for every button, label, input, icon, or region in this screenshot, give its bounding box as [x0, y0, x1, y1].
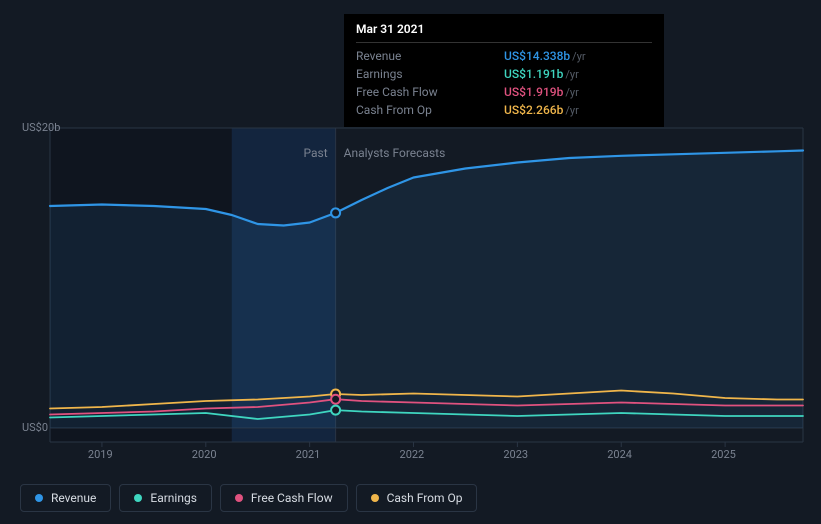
- tooltip-row-label: Revenue: [356, 47, 504, 65]
- y-axis-label: US$20b: [22, 121, 60, 134]
- x-axis-label: 2025: [711, 448, 736, 461]
- chart-legend: Revenue Earnings Free Cash Flow Cash From O…: [20, 484, 477, 512]
- legend-dot-icon: [134, 494, 142, 502]
- tooltip-date: Mar 31 2021: [356, 22, 652, 43]
- tooltip-row-value: US$1.919b/yr: [504, 83, 652, 101]
- legend-item-earnings[interactable]: Earnings: [119, 484, 212, 512]
- x-axis-label: 2024: [607, 448, 632, 461]
- tooltip-row-label: Earnings: [356, 65, 504, 83]
- region-label-forecast: Analysts Forecasts: [344, 146, 446, 160]
- x-axis-label: 2019: [88, 448, 113, 461]
- legend-item-cash_from_op[interactable]: Cash From Op: [356, 484, 478, 512]
- legend-dot-icon: [235, 494, 243, 502]
- tooltip-row: Cash From OpUS$2.266b/yr: [356, 101, 652, 119]
- legend-item-label: Free Cash Flow: [251, 491, 333, 505]
- tooltip-row-value: US$2.266b/yr: [504, 101, 652, 119]
- legend-item-label: Earnings: [150, 491, 197, 505]
- tooltip-row: Free Cash FlowUS$1.919b/yr: [356, 83, 652, 101]
- x-axis-label: 2021: [296, 448, 321, 461]
- financial-forecast-chart: Mar 31 2021 RevenueUS$14.338b/yrEarnings…: [0, 0, 821, 524]
- chart-tooltip: Mar 31 2021 RevenueUS$14.338b/yrEarnings…: [344, 14, 664, 127]
- legend-dot-icon: [371, 494, 379, 502]
- legend-item-label: Cash From Op: [387, 491, 463, 505]
- tooltip-row-value: US$14.338b/yr: [504, 47, 652, 65]
- tooltip-row: EarningsUS$1.191b/yr: [356, 65, 652, 83]
- tooltip-row: RevenueUS$14.338b/yr: [356, 47, 652, 65]
- tooltip-row-label: Free Cash Flow: [356, 83, 504, 101]
- y-axis-label: US$0: [22, 421, 48, 434]
- tooltip-table: RevenueUS$14.338b/yrEarningsUS$1.191b/yr…: [356, 47, 652, 119]
- x-axis-label: 2023: [503, 448, 528, 461]
- legend-dot-icon: [35, 494, 43, 502]
- legend-item-revenue[interactable]: Revenue: [20, 484, 111, 512]
- region-label-past: Past: [303, 146, 327, 160]
- tooltip-row-label: Cash From Op: [356, 101, 504, 119]
- x-axis-label: 2022: [400, 448, 425, 461]
- x-axis-label: 2020: [192, 448, 217, 461]
- legend-item-label: Revenue: [51, 491, 96, 505]
- legend-item-free_cash_flow[interactable]: Free Cash Flow: [220, 484, 348, 512]
- tooltip-row-value: US$1.191b/yr: [504, 65, 652, 83]
